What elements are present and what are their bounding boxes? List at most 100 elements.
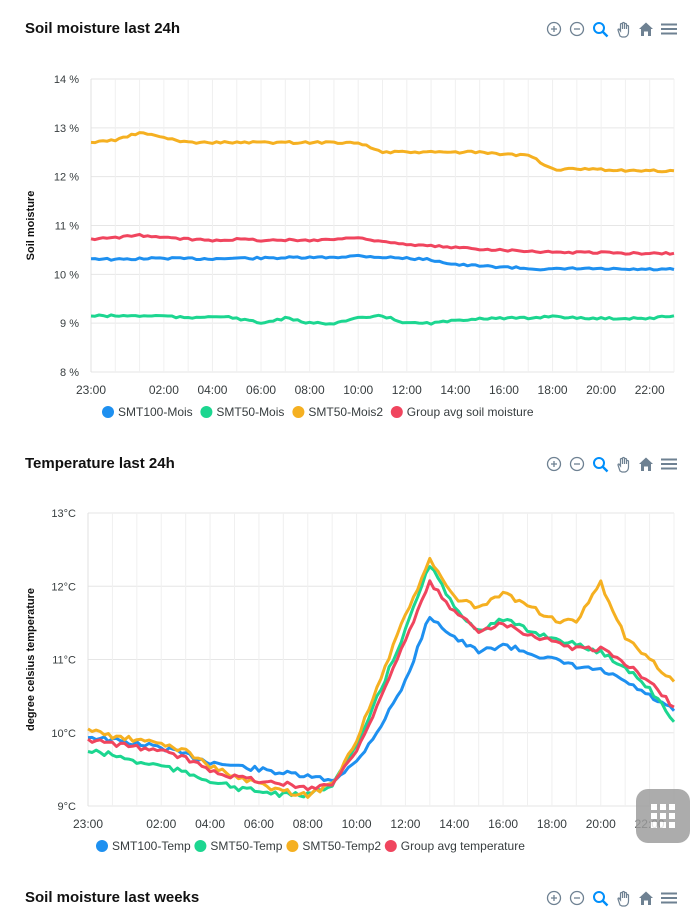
search-zoom-button[interactable] [590,454,609,473]
apps-grid-button[interactable] [636,789,690,843]
y-axis-label: degree celsius temperature [25,588,37,731]
pan-hand-button[interactable] [613,19,632,38]
legend-marker [102,406,114,418]
home-reset-button[interactable] [636,454,655,473]
menu-button[interactable] [659,454,678,473]
home-reset-icon [638,891,653,905]
legend-label: SMT50-Temp [210,839,282,853]
y-tick-label: 14 % [54,74,79,86]
x-tick-label: 10:00 [343,383,373,397]
menu-button[interactable] [659,888,678,907]
search-zoom-icon [592,890,608,906]
x-tick-label: 04:00 [197,383,227,397]
zoom-out-button[interactable] [567,19,586,38]
y-tick-label: 9°C [58,801,77,813]
x-tick-label: 18:00 [538,383,568,397]
series-line-smt50-mois2 [90,131,675,174]
legend-marker [96,840,108,852]
series-line-group-avg-soil-moisture [90,232,675,256]
zoom-out-button[interactable] [567,454,586,473]
y-tick-label: 10°C [51,728,76,740]
legend-marker [200,406,213,418]
y-tick-label: 12°C [51,581,76,593]
zoom-in-button[interactable] [544,19,563,38]
pan-hand-button[interactable] [613,888,632,907]
x-tick-label: 12:00 [392,383,422,397]
legend-marker [286,840,299,852]
y-axis-label: Soil moisture [25,191,37,261]
legend-marker [194,840,207,852]
x-tick-label: 02:00 [146,817,176,831]
home-reset-button[interactable] [636,19,655,38]
x-tick-label: 12:00 [390,817,420,831]
legend-label: Group avg temperature [401,839,525,853]
search-zoom-button[interactable] [590,19,609,38]
x-tick-label: 14:00 [439,817,469,831]
x-tick-label: 23:00 [76,383,106,397]
legend-item[interactable]: SMT50-Temp2 [286,839,381,853]
series-line-smt50-temp [87,565,676,799]
series-line-smt100-mois [90,253,675,272]
chart-title-temperature-24h: Temperature last 24h [25,455,175,472]
legend-label: SMT50-Mois2 [308,405,383,419]
search-zoom-button[interactable] [590,888,609,907]
x-tick-label: 22:00 [635,383,665,397]
legend-item[interactable]: SMT100-Mois [102,405,193,419]
grid-icon [651,804,675,828]
x-tick-label: 23:00 [73,817,103,831]
zoom-out-icon [569,456,584,471]
x-tick-label: 06:00 [246,383,276,397]
legend-label: Group avg soil moisture [407,405,534,419]
search-zoom-icon [592,21,608,37]
zoom-in-button[interactable] [544,454,563,473]
x-tick-label: 06:00 [244,817,274,831]
x-tick-label: 16:00 [489,383,519,397]
x-tick-label: 10:00 [342,817,372,831]
chart-title-soil-moisture-24h: Soil moisture last 24h [25,20,181,37]
y-tick-label: 11 % [55,221,79,233]
legend-marker [292,406,305,418]
x-tick-label: 18:00 [537,817,567,831]
zoom-out-button[interactable] [567,888,586,907]
legend-item[interactable]: Group avg soil moisture [390,405,534,419]
series-line-group-avg-temperature [87,579,675,792]
y-tick-label: 8 % [60,367,79,379]
menu-button[interactable] [659,19,678,38]
pan-hand-icon [616,890,629,907]
series-line-smt50-mois [90,313,675,326]
y-tick-label: 11°C [52,655,76,667]
search-zoom-icon [592,456,608,472]
legend-item[interactable]: SMT50-Mois [200,405,284,419]
chart-toolbar-3 [544,888,678,907]
legend-item[interactable]: Group avg temperature [384,839,525,853]
y-tick-label: 13 % [54,123,79,135]
legend-label: SMT100-Temp [112,839,191,853]
series-line-smt100-temp [87,616,676,783]
legend-item[interactable]: SMT50-Temp [194,839,283,853]
x-tick-label: 08:00 [293,817,323,831]
home-reset-icon [638,22,653,36]
legend-label: SMT50-Temp2 [302,839,381,853]
y-tick-label: 12 % [54,172,79,184]
zoom-out-icon [569,890,584,905]
pan-hand-button[interactable] [613,454,632,473]
x-tick-label: 04:00 [195,817,225,831]
chart-title-soil-moisture-weeks: Soil moisture last weeks [25,889,200,906]
x-tick-label: 08:00 [295,383,325,397]
zoom-in-button[interactable] [544,888,563,907]
pan-hand-icon [616,456,629,473]
legend-item[interactable]: SMT100-Temp [96,839,191,853]
temperature-chart: 13°C 12°C 11°C 10°C 9°C 23:00 02:00 04:00 06:00 0… [25,508,676,853]
zoom-out-icon [569,21,584,36]
legend-label: SMT100-Mois [118,405,193,419]
x-tick-label: 14:00 [440,383,470,397]
legend-label: SMT50-Mois [216,405,284,419]
legend-marker [390,406,403,418]
chart-toolbar-2 [544,454,678,473]
chart-toolbar-1 [544,19,678,38]
menu-icon [660,23,677,34]
y-tick-label: 13°C [51,508,76,520]
home-reset-button[interactable] [636,888,655,907]
legend-item[interactable]: SMT50-Mois2 [292,405,383,419]
menu-icon [660,458,677,469]
